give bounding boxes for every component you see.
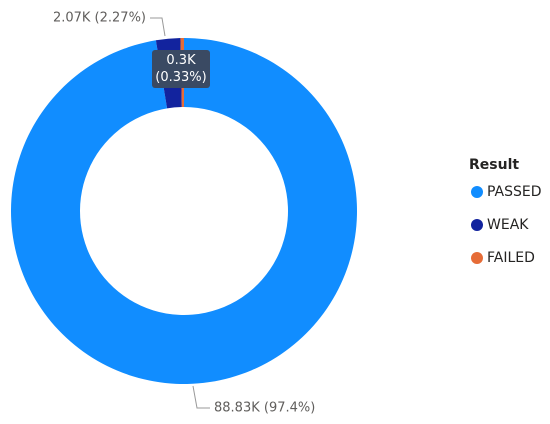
legend-title: Result (469, 157, 519, 173)
data-label: 0.3K (0.33%) (152, 50, 210, 88)
legend-marker (471, 186, 483, 198)
legend-text: PASSED (487, 184, 542, 200)
legend-marker (471, 252, 483, 264)
data-label: 2.07K (2.27%) (53, 11, 146, 26)
leader-line (150, 17, 166, 37)
data-label: 88.83K (97.4%) (214, 401, 315, 416)
legend-text: WEAK (487, 217, 529, 233)
legend-text: FAILED (487, 250, 535, 266)
donut-slice (10, 38, 357, 384)
leader-line (192, 385, 210, 409)
legend-marker (471, 219, 483, 231)
